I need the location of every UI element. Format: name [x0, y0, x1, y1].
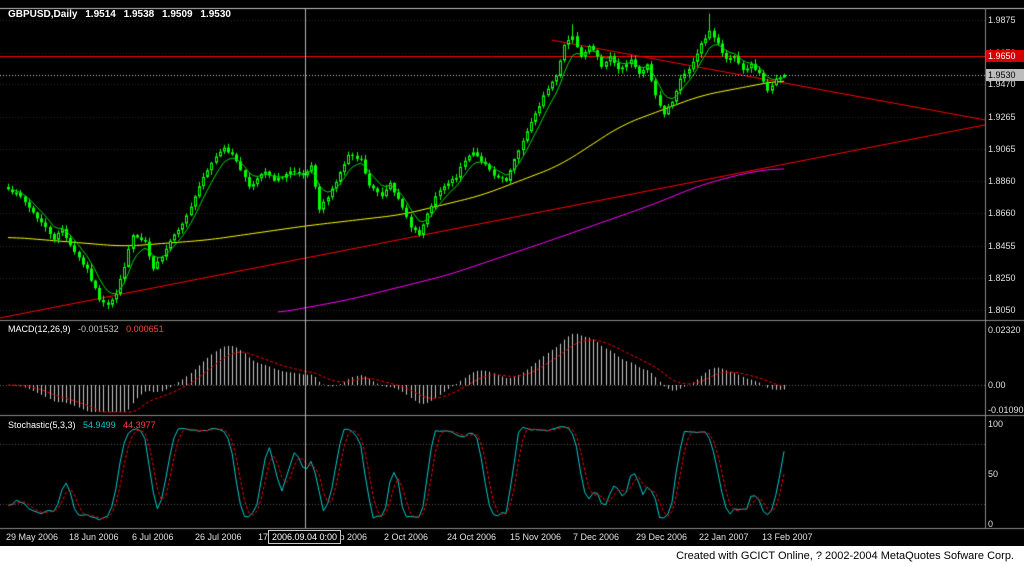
time-axis-label: 24 Oct 2006 — [447, 532, 497, 542]
time-axis-label: 18 Jun 2006 — [69, 532, 119, 542]
macd-axis-label: 0.02320 — [988, 325, 1021, 335]
time-axis[interactable]: 29 May 2006 18 Jun 2006 6 Jul 2006 26 Ju… — [0, 529, 986, 546]
time-axis-label: 26 Jul 2006 — [195, 532, 242, 542]
stochastic-axis-label: 100 — [988, 419, 1004, 429]
crosshair-date-box: 2006.09.04 0:00 — [268, 530, 342, 544]
price-axis[interactable]: 1.9875 1.9670 1.9470 1.9265 1.9065 1.886… — [986, 8, 1024, 528]
price-axis-label: 1.9875 — [988, 15, 1016, 25]
stochastic-main-value: 54.9499 — [83, 420, 116, 430]
price-axis-label: 1.8860 — [988, 176, 1016, 186]
time-axis-label: 7 Dec 2006 — [573, 532, 620, 542]
chart-title: GBPUSD,Daily 1.9514 1.9538 1.9509 1.9530 — [8, 9, 236, 20]
price-axis-label: 1.8660 — [988, 208, 1016, 218]
time-axis-label: 6 Jul 2006 — [132, 532, 174, 542]
credit-bar: Created with GCICT Online, ? 2002-2004 M… — [0, 546, 1024, 567]
time-axis-label: 15 Nov 2006 — [510, 532, 562, 542]
stochastic-axis-label: 0 — [988, 519, 994, 529]
macd-title: MACD(12,26,9) -0.001532 0.000651 — [8, 324, 164, 334]
credit-text: Created with GCICT Online, ? 2002-2004 M… — [676, 550, 1014, 562]
price-axis-label: 1.8250 — [988, 273, 1016, 283]
time-axis-label: 22 Jan 2007 — [699, 532, 749, 542]
stochastic-signal-value: 44.3977 — [123, 420, 156, 430]
macd-main-value: -0.001532 — [78, 324, 119, 334]
time-axis-label: 13 Feb 2007 — [762, 532, 813, 542]
macd-signal-value: 0.000651 — [126, 324, 164, 334]
macd-axis-label: -0.01090 — [988, 405, 1024, 415]
macd-axis-label: 0.00 — [988, 380, 1006, 390]
stochastic-name: Stochastic(5,3,3) — [8, 420, 76, 430]
time-axis-label: 8 Sep 2006 — [321, 532, 368, 542]
stochastic-axis-label: 50 — [988, 469, 999, 479]
macd-axis[interactable]: 0.02320 0.00 -0.01090 — [986, 322, 1024, 415]
price-axis-label: 1.8455 — [988, 241, 1016, 251]
ohlc-open: 1.9514 — [85, 9, 116, 20]
stochastic-axis[interactable]: 100 50 0 — [986, 416, 1024, 529]
macd-name: MACD(12,26,9) — [8, 324, 71, 334]
current-price-badge: 1.9530 — [986, 69, 1024, 81]
time-axis-label: 2 Oct 2006 — [384, 532, 429, 542]
stochastic-title: Stochastic(5,3,3) 54.9499 44.3977 — [8, 420, 156, 430]
price-axis-label: 1.9470 — [988, 79, 1016, 89]
ohlc-high: 1.9538 — [123, 9, 155, 20]
price-axis-label: 1.9065 — [988, 144, 1016, 154]
price-axis-label: 1.8050 — [988, 305, 1016, 315]
price-axis-label: 1.9265 — [988, 112, 1016, 122]
time-axis-label: 29 Dec 2006 — [636, 532, 688, 542]
ohlc-low: 1.9509 — [162, 9, 193, 20]
symbol-timeframe-label: GBPUSD,Daily — [8, 9, 78, 20]
ohlc-close: 1.9530 — [200, 9, 231, 20]
time-axis-label: 29 May 2006 — [6, 532, 59, 542]
hline-price-badge: 1.9650 — [986, 50, 1024, 62]
chart-canvas[interactable] — [0, 0, 1024, 546]
